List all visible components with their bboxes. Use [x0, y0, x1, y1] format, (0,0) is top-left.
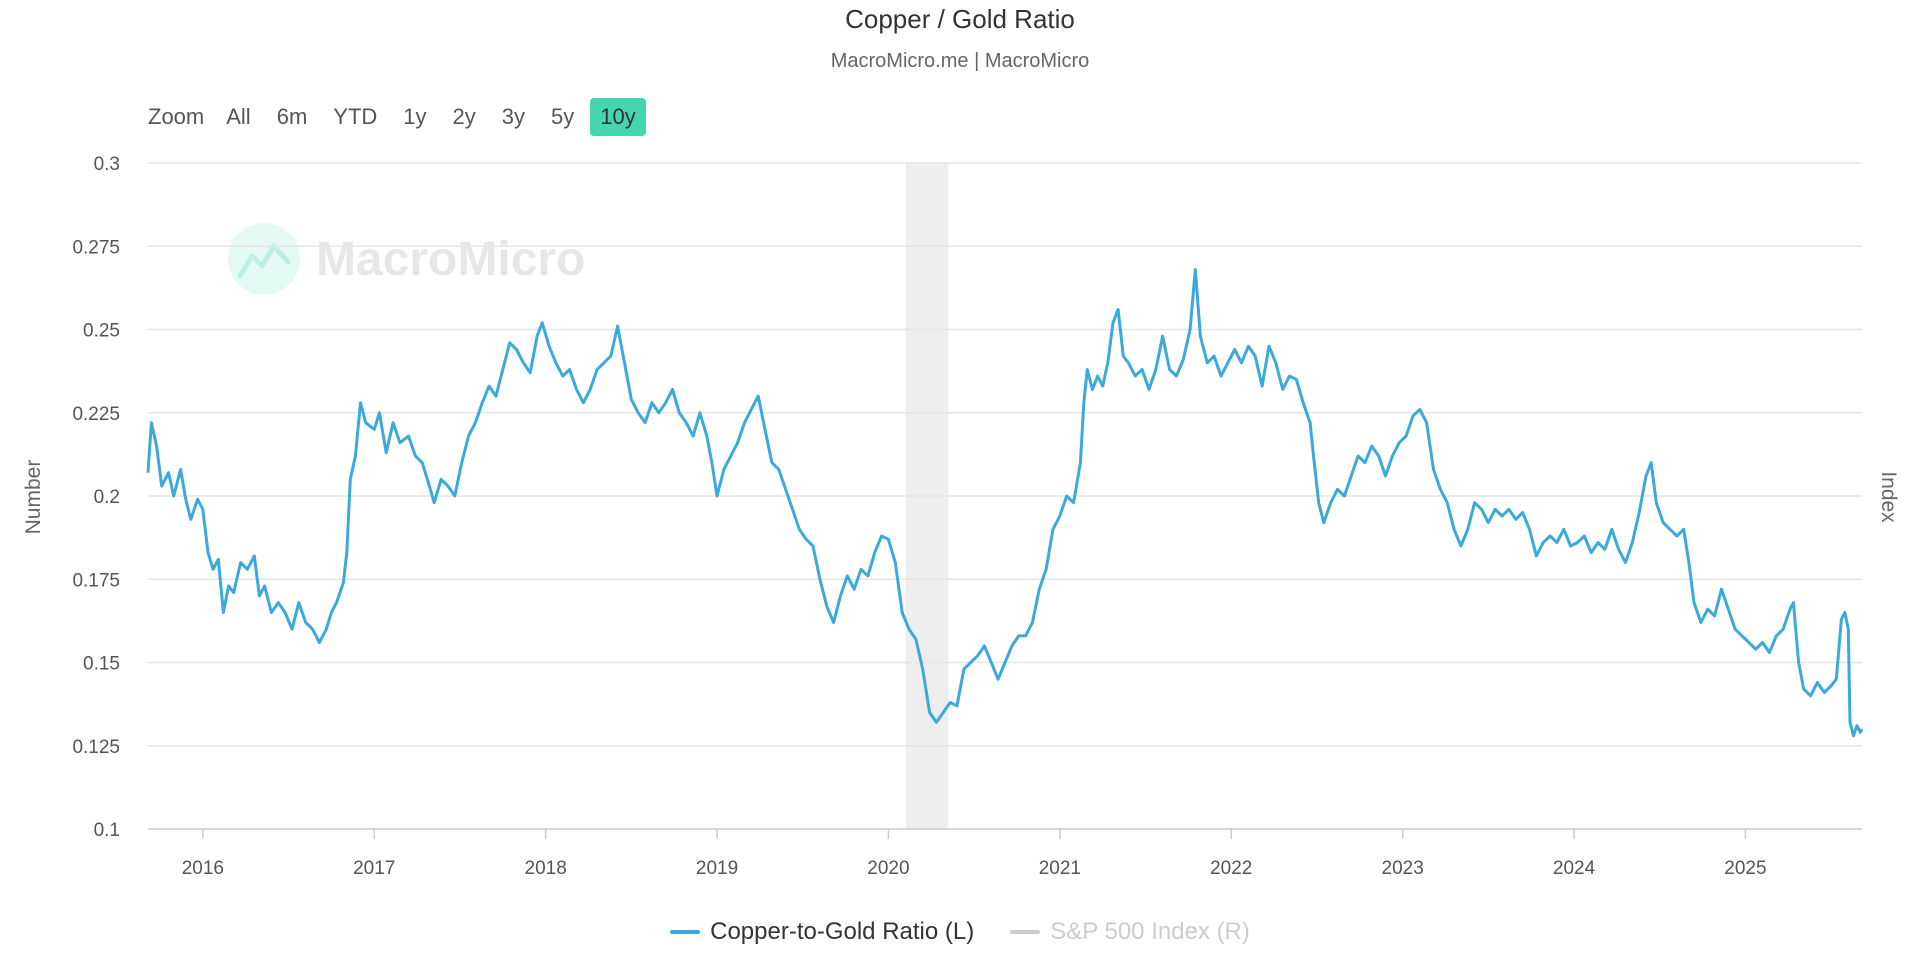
y-tick-label: 0.25 [83, 321, 120, 342]
x-tick-label: 2022 [1210, 858, 1252, 879]
zoom-selector: Zoom All 6m YTD 1y 2y 3y 5y 10y [148, 98, 652, 136]
x-tick-label: 2019 [696, 858, 738, 879]
y-axis-right-title: Index [1877, 471, 1900, 523]
zoom-button-3y[interactable]: 3y [501, 104, 526, 129]
x-tick-label: 2020 [867, 858, 909, 879]
zoom-button-2y[interactable]: 2y [452, 104, 476, 129]
legend-item-sp500[interactable]: S&P 500 Index (R) [1010, 918, 1250, 946]
x-tick-label: 2018 [525, 858, 567, 879]
watermark-text: MacroMicro [316, 233, 585, 286]
legend-item-copper-gold[interactable]: Copper-to-Gold Ratio (L) [670, 918, 974, 946]
legend-swatch-sp500 [1010, 930, 1041, 934]
y-axis-left-title: Number [22, 460, 45, 535]
y-tick-label: 0.15 [83, 654, 120, 675]
y-tick-label: 0.225 [72, 404, 120, 425]
legend-swatch-copper-gold [670, 930, 701, 934]
chart-title: Copper / Gold Ratio [845, 4, 1075, 34]
chart-subtitle: MacroMicro.me | MacroMicro [830, 50, 1090, 72]
x-tick-label: 2024 [1553, 858, 1596, 879]
zoom-button-all[interactable]: All [226, 104, 251, 129]
y-tick-label: 0.1 [94, 820, 120, 841]
zoom-button-10y[interactable]: 10y [590, 98, 646, 136]
x-tick-label: 2021 [1039, 858, 1081, 879]
zoom-button-5y[interactable]: 5y [551, 104, 575, 129]
y-tick-label: 0.125 [72, 737, 120, 758]
series-line-copper-gold [146, 268, 1864, 738]
zoom-button-6m[interactable]: 6m [276, 104, 308, 129]
y-tick-label: 0.275 [72, 237, 120, 258]
legend-label-copper-gold: Copper-to-Gold Ratio (L) [710, 918, 975, 945]
watermark-logo: MacroMicro [228, 223, 585, 295]
legend-label-sp500: S&P 500 Index (R) [1050, 918, 1250, 945]
y-tick-label: 0.3 [94, 154, 120, 175]
legend: Copper-to-Gold Ratio (L) S&P 500 Index (… [0, 918, 1920, 946]
x-tick-label: 2017 [353, 858, 395, 879]
y-tick-label: 0.175 [72, 570, 120, 591]
zoom-label: Zoom [148, 104, 205, 129]
zoom-button-1y[interactable]: 1y [403, 104, 427, 129]
y-tick-label: 0.2 [94, 487, 120, 508]
x-tick-label: 2025 [1724, 858, 1766, 879]
zoom-button-ytd[interactable]: YTD [333, 104, 378, 129]
x-tick-label: 2016 [182, 858, 224, 879]
x-tick-label: 2023 [1382, 858, 1424, 879]
